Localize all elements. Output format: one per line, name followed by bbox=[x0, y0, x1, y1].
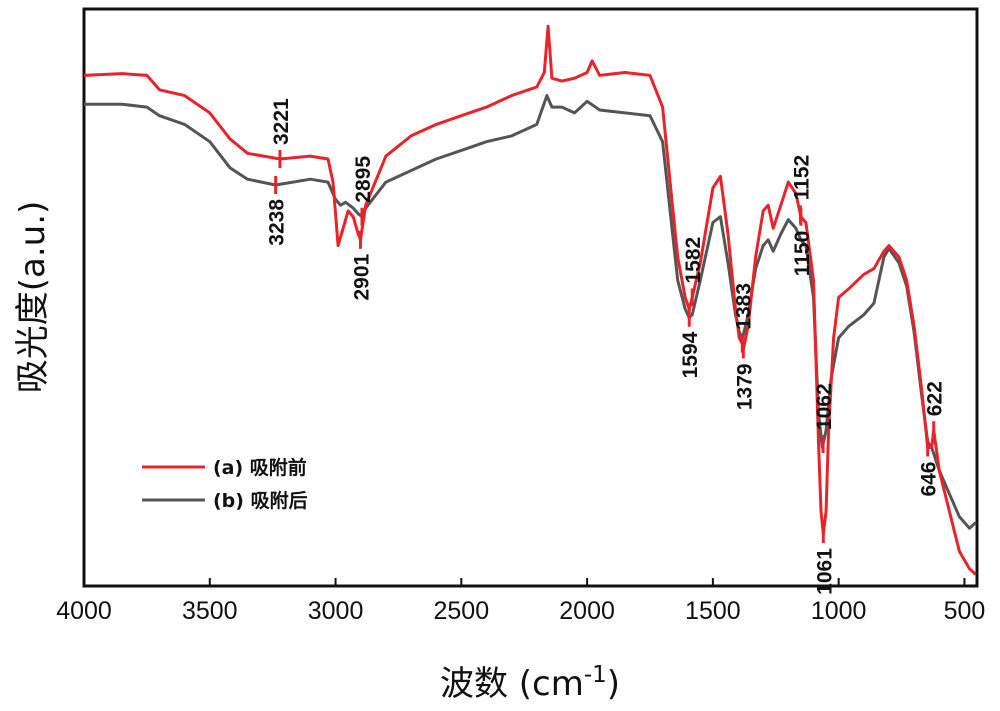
annotation-label-4: 1582 bbox=[682, 237, 705, 284]
annotation-label-3: 2901 bbox=[351, 253, 374, 300]
annotation-label-9: 1150 bbox=[791, 231, 814, 277]
annotation-label-5: 1594 bbox=[679, 331, 702, 378]
plot-frame bbox=[82, 7, 979, 588]
x-tick-label-7: 500 bbox=[944, 597, 986, 625]
annotation-label-2: 2895 bbox=[352, 156, 375, 203]
x-tick-label-3: 2500 bbox=[434, 597, 490, 625]
annotation-label-11: 1061 bbox=[813, 548, 836, 595]
series-line-1 bbox=[84, 94, 977, 530]
annotation-label-7: 1379 bbox=[733, 363, 756, 410]
x-axis-title-main: 波数 bbox=[440, 664, 508, 704]
annotation-label-0: 3221 bbox=[270, 98, 293, 145]
x-tick-label-1: 3500 bbox=[182, 597, 238, 625]
x-axis-title-unit-sup: -1 bbox=[584, 662, 607, 688]
x-tick-label-5: 1500 bbox=[685, 597, 741, 625]
x-axis-title-unit-close: ) bbox=[607, 664, 620, 704]
annotation-label-10: 1062 bbox=[813, 383, 836, 430]
legend-label-series-b: (b) 吸附后 bbox=[213, 489, 308, 512]
annotation-label-1: 3238 bbox=[266, 199, 289, 246]
annotation-label-13: 646 bbox=[918, 462, 941, 497]
annotation-label-12: 622 bbox=[924, 381, 947, 416]
series-layer bbox=[83, 24, 977, 576]
annotation-label-8: 1152 bbox=[790, 155, 813, 201]
x-tick-label-6: 1000 bbox=[811, 597, 867, 625]
series-line-0 bbox=[83, 24, 977, 576]
x-tick-label-0: 4000 bbox=[56, 597, 112, 625]
legend: (a) 吸附前 (b) 吸附后 bbox=[142, 456, 308, 512]
annotation-layer: 3221 3238 2895 2901 1582 1594 1383 1379 1152 1150… bbox=[266, 98, 947, 595]
legend-label-series-a: (a) 吸附前 bbox=[213, 456, 307, 479]
x-tick-label-4: 2000 bbox=[559, 597, 615, 625]
x-tick-label-2: 3000 bbox=[308, 597, 364, 625]
x-axis-title-unit: (cm bbox=[519, 664, 584, 704]
x-axis-title: 波数 (cm-1) bbox=[440, 662, 620, 704]
y-axis-title: 吸光度(a.u.) bbox=[13, 201, 53, 394]
x-axis-ticks: 4000 3500 3000 2500 2000 1500 1000 500 bbox=[56, 578, 985, 625]
annotation-label-6: 1383 bbox=[732, 283, 755, 330]
